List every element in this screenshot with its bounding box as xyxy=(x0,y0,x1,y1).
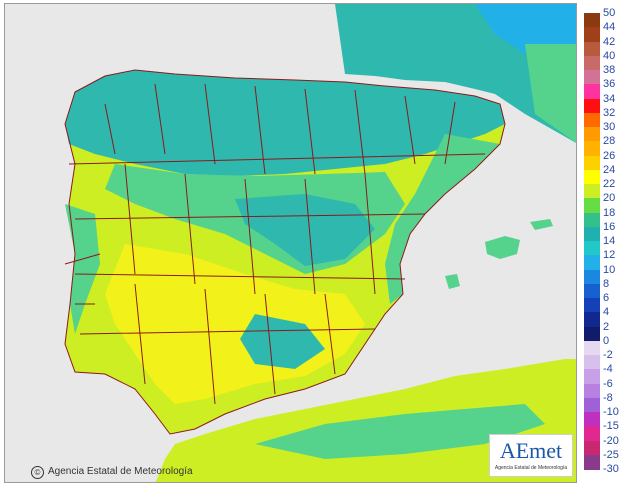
west-coast-zone xyxy=(65,204,100,334)
legend-label: 2 xyxy=(603,320,610,333)
legend-swatch xyxy=(584,283,600,299)
legend-swatch xyxy=(584,397,600,413)
legend-swatch xyxy=(584,255,600,270)
mallorca-island xyxy=(485,236,520,259)
legend-label: 32 xyxy=(603,106,616,119)
legend-label: -4 xyxy=(603,363,613,376)
legend-label: 30 xyxy=(603,121,616,133)
legend-label: 16 xyxy=(603,220,616,233)
legend-label: 14 xyxy=(603,235,616,247)
legend-swatch xyxy=(584,326,600,342)
legend-label: 22 xyxy=(603,178,616,190)
logo-subtitle: Agencia Estatal de Meteorología xyxy=(494,465,568,471)
legend-label: 50 xyxy=(603,7,616,19)
legend-swatch xyxy=(584,169,600,185)
legend-swatch xyxy=(584,112,600,128)
legend-swatch xyxy=(584,84,600,99)
legend-swatch xyxy=(584,454,600,470)
legend-swatch xyxy=(584,55,600,71)
legend-label: -6 xyxy=(603,377,613,390)
legend-label: -2 xyxy=(603,349,613,361)
legend-swatch xyxy=(584,127,600,142)
central-cool-zone xyxy=(235,194,375,266)
legend-label: 4 xyxy=(603,306,610,319)
province-borders xyxy=(64,69,506,435)
temperature-legend: 50 44 42 40 38 36 34 32 30 28 26 24 22 20 18 16 14 12 10 8 6… xyxy=(584,7,628,479)
sierra-nevada-cool-spot xyxy=(240,314,325,369)
legend-swatch xyxy=(584,98,600,114)
legend-label: -30 xyxy=(603,463,619,475)
legend-label: 34 xyxy=(603,92,616,105)
legend-swatch xyxy=(584,312,600,327)
legend-label: 8 xyxy=(603,277,610,290)
legend-label: 0 xyxy=(603,334,610,347)
copyright-icon: © xyxy=(31,466,44,479)
legend-label: 26 xyxy=(603,149,616,162)
legend-swatch xyxy=(584,412,600,427)
legend-label: -25 xyxy=(603,448,619,461)
legend-swatch xyxy=(584,41,600,57)
legend-label: 44 xyxy=(603,21,616,34)
legend-label: 40 xyxy=(603,49,616,62)
aemet-logo: AEmet Agencia Estatal de Meteorología xyxy=(489,434,573,477)
legend-swatch xyxy=(584,198,600,213)
legend-swatch xyxy=(584,355,600,370)
legend-swatch xyxy=(584,141,600,156)
legend-label: -20 xyxy=(603,434,619,447)
north-cool-zone xyxy=(65,70,505,176)
legend-swatch xyxy=(584,369,600,384)
legend-swatch xyxy=(584,226,600,242)
legend-swatch xyxy=(584,155,600,171)
menorca-island xyxy=(530,219,553,230)
legend-swatch xyxy=(584,184,600,199)
east-coast-zone xyxy=(385,134,500,304)
legend-label: 28 xyxy=(603,135,616,148)
ibiza-island xyxy=(445,274,460,289)
legend-label: -8 xyxy=(603,391,613,404)
legend-label: 24 xyxy=(603,163,616,176)
legend-swatch xyxy=(584,298,600,313)
legend-label: 12 xyxy=(603,249,616,262)
legend-label: 18 xyxy=(603,206,616,219)
legend-swatch xyxy=(584,383,600,399)
map-canvas xyxy=(5,4,576,482)
france-mild-area xyxy=(525,44,576,143)
legend-label: 38 xyxy=(603,64,616,76)
temperature-map xyxy=(4,3,577,483)
legend-label: 42 xyxy=(603,35,616,48)
legend-label: 20 xyxy=(603,192,616,205)
legend-label: 6 xyxy=(603,292,610,304)
logo-mark: AEmet xyxy=(499,438,563,463)
legend-swatch xyxy=(584,13,600,28)
legend-label: -15 xyxy=(603,420,619,433)
legend-swatch xyxy=(584,426,600,441)
legend-swatch xyxy=(584,340,600,356)
credit-text: Agencia Estatal de Meteorología xyxy=(48,466,193,477)
legend-swatch xyxy=(584,70,600,85)
legend-label: 36 xyxy=(603,78,616,91)
legend-swatch xyxy=(584,27,600,42)
legend-swatch xyxy=(584,269,600,285)
legend-swatch xyxy=(584,440,600,456)
legend-swatch xyxy=(584,212,600,228)
agency-credit: © Agencia Estatal de Meteorología xyxy=(31,466,193,479)
legend-label: 10 xyxy=(603,263,616,276)
legend-label: -10 xyxy=(603,406,619,418)
north-africa-mild-zone xyxy=(255,404,545,459)
legend-swatch xyxy=(584,241,600,256)
